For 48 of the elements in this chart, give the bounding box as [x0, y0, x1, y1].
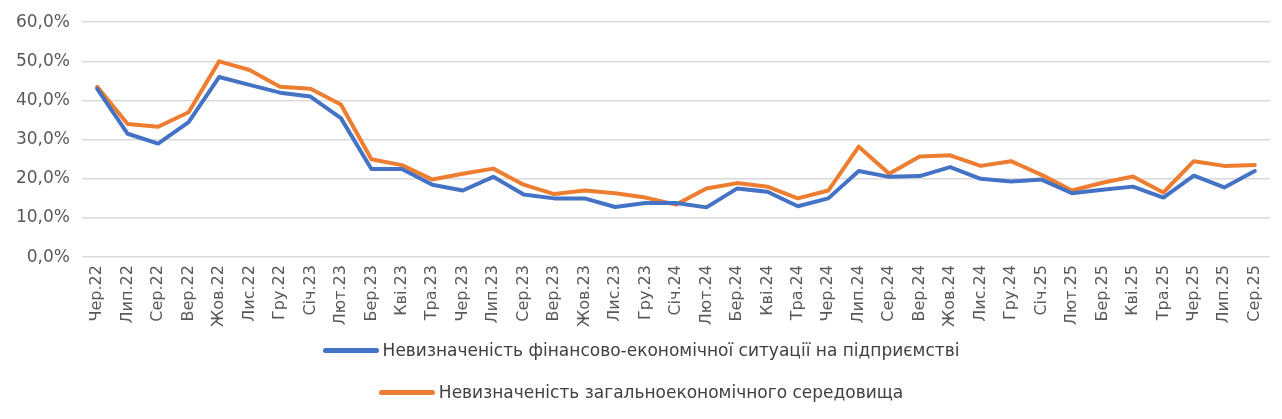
- x-tick-label: Лис.23: [604, 265, 624, 322]
- x-tick-label: Лип.22: [116, 265, 136, 324]
- x-tick-label: Кві.23: [391, 265, 410, 316]
- x-tick-label: Лют.25: [1061, 265, 1081, 326]
- y-tick-label: 50,0%: [15, 49, 70, 70]
- legend-label: Невизначеність загальноекономічного середовища: [438, 382, 904, 402]
- x-tick-label: Лют.23: [330, 265, 350, 326]
- x-tick-label: Лис.22: [238, 265, 258, 322]
- x-tick-label: Бер.25: [1091, 265, 1111, 322]
- x-tick-label: Сер.24: [878, 265, 898, 322]
- x-tick-label: Жов.24: [939, 265, 959, 328]
- y-tick-label: 30,0%: [15, 128, 70, 149]
- x-tick-label: Вер.23: [543, 265, 563, 322]
- x-tick-label: Вер.24: [908, 265, 928, 322]
- x-tick-label: Жов.22: [208, 265, 228, 328]
- x-tick-label: Кві.24: [756, 265, 776, 316]
- x-tick-label: Гру.24: [1000, 265, 1020, 320]
- x-tick-label: Бер.24: [726, 265, 746, 322]
- x-tick-label: Чер.22: [86, 265, 106, 322]
- x-tick-label: Чер.24: [817, 265, 837, 322]
- x-tick-label: Тра.25: [1152, 265, 1172, 322]
- y-tick-label: 20,0%: [15, 167, 70, 188]
- x-tick-label: Сер.22: [147, 265, 167, 322]
- x-tick-label: Лис.24: [969, 265, 989, 322]
- x-tick-label: Лип.25: [1213, 265, 1233, 324]
- x-tick-label: Гру.23: [634, 265, 654, 320]
- y-tick-label: 0,0%: [26, 245, 70, 266]
- x-tick-label: Лип.23: [482, 265, 502, 324]
- x-tick-label: Вер.22: [177, 265, 197, 322]
- x-tick-label: Сер.23: [512, 265, 532, 322]
- x-tick-label: Сер.25: [1243, 265, 1263, 322]
- x-tick-label: Січ.24: [665, 265, 685, 316]
- y-tick-label: 60,0%: [15, 10, 70, 31]
- legend-label: Невизначеність фінансово-економічної ситуації на підприємстві: [382, 340, 960, 360]
- x-tick-label: Тра.24: [786, 265, 806, 322]
- x-tick-label: Чер.23: [451, 265, 471, 322]
- y-tick-label: 10,0%: [15, 206, 70, 227]
- x-tick-label: Лип.24: [847, 265, 867, 324]
- x-tick-label: Січ.23: [299, 265, 319, 316]
- y-tick-label: 40,0%: [15, 88, 70, 109]
- x-tick-label: Січ.25: [1030, 265, 1050, 316]
- x-tick-label: Кві.25: [1122, 265, 1142, 316]
- x-tick-label: Тра.23: [421, 265, 441, 322]
- x-tick-label: Жов.23: [573, 265, 593, 328]
- x-tick-label: Гру.22: [269, 265, 289, 320]
- x-tick-label: Бер.23: [360, 265, 380, 322]
- x-tick-label: Лют.24: [695, 265, 715, 326]
- x-tick-label: Чер.25: [1182, 265, 1202, 322]
